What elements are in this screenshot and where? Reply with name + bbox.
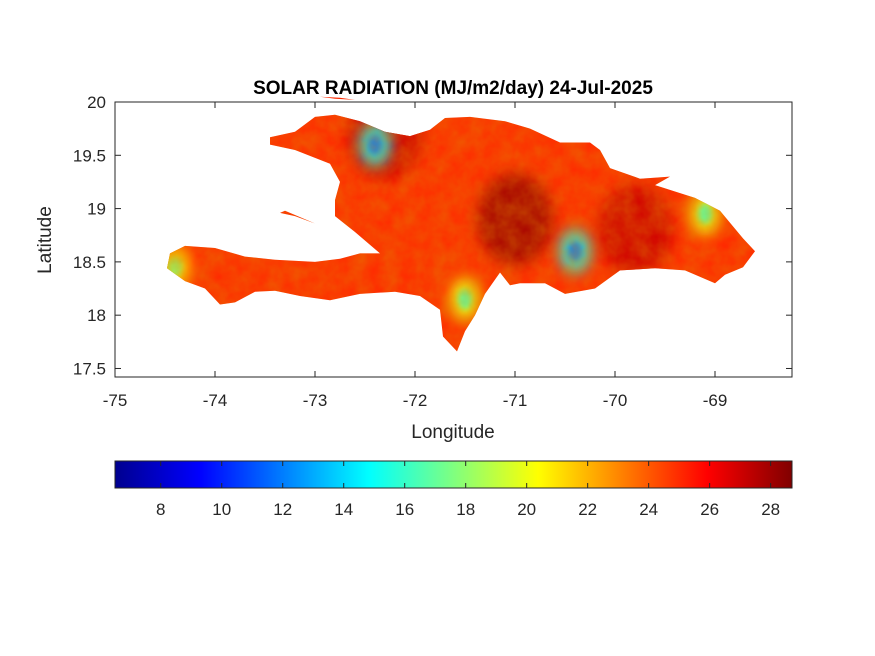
colorbar-tick-label: 14 xyxy=(334,500,353,519)
colorbar-ticks: 8 10 12 14 16 18 20 22 24 26 28 xyxy=(156,461,780,519)
x-tick-label: -69 xyxy=(703,391,728,410)
y-tick-label: 18 xyxy=(87,306,106,325)
x-tick-label: -75 xyxy=(103,391,128,410)
chart-title: SOLAR RADIATION (MJ/m2/day) 24-Jul-2025 xyxy=(253,78,653,99)
x-axis-label: Longitude xyxy=(411,422,494,443)
y-tick-label: 18.5 xyxy=(73,253,106,272)
tortuga-island xyxy=(320,96,355,100)
x-tick-label: -70 xyxy=(603,391,628,410)
colorbar-tick-label: 16 xyxy=(395,500,414,519)
colorbar-tick-label: 24 xyxy=(639,500,658,519)
x-axis-ticks: -75 -74 -73 -72 -71 -70 -69 xyxy=(103,102,728,410)
x-tick-label: -72 xyxy=(403,391,428,410)
colorbar-tick-label: 10 xyxy=(212,500,231,519)
colorbar-tick-label: 18 xyxy=(456,500,475,519)
x-tick-label: -74 xyxy=(203,391,228,410)
y-axis-label: Latitude xyxy=(35,206,56,274)
y-tick-label: 17.5 xyxy=(73,359,106,378)
colorbar-tick-label: 22 xyxy=(578,500,597,519)
x-tick-label: -73 xyxy=(303,391,328,410)
colorbar-tick-label: 26 xyxy=(700,500,719,519)
y-tick-label: 20 xyxy=(87,93,106,112)
map-plot-area xyxy=(167,96,755,352)
y-tick-label: 19 xyxy=(87,200,106,219)
y-tick-label: 19.5 xyxy=(73,146,106,165)
raster-texture xyxy=(167,114,755,352)
colorbar-tick-label: 28 xyxy=(761,500,780,519)
colorbar-tick-label: 12 xyxy=(273,500,292,519)
colorbar-tick-label: 8 xyxy=(156,500,165,519)
colorbar xyxy=(114,460,793,489)
y-axis-ticks: 20 19.5 19 18.5 18 17.5 xyxy=(73,93,792,378)
island-raster xyxy=(167,114,755,352)
colorbar-tick-label: 20 xyxy=(517,500,536,519)
x-tick-label: -71 xyxy=(503,391,528,410)
axes-frame xyxy=(114,101,793,378)
